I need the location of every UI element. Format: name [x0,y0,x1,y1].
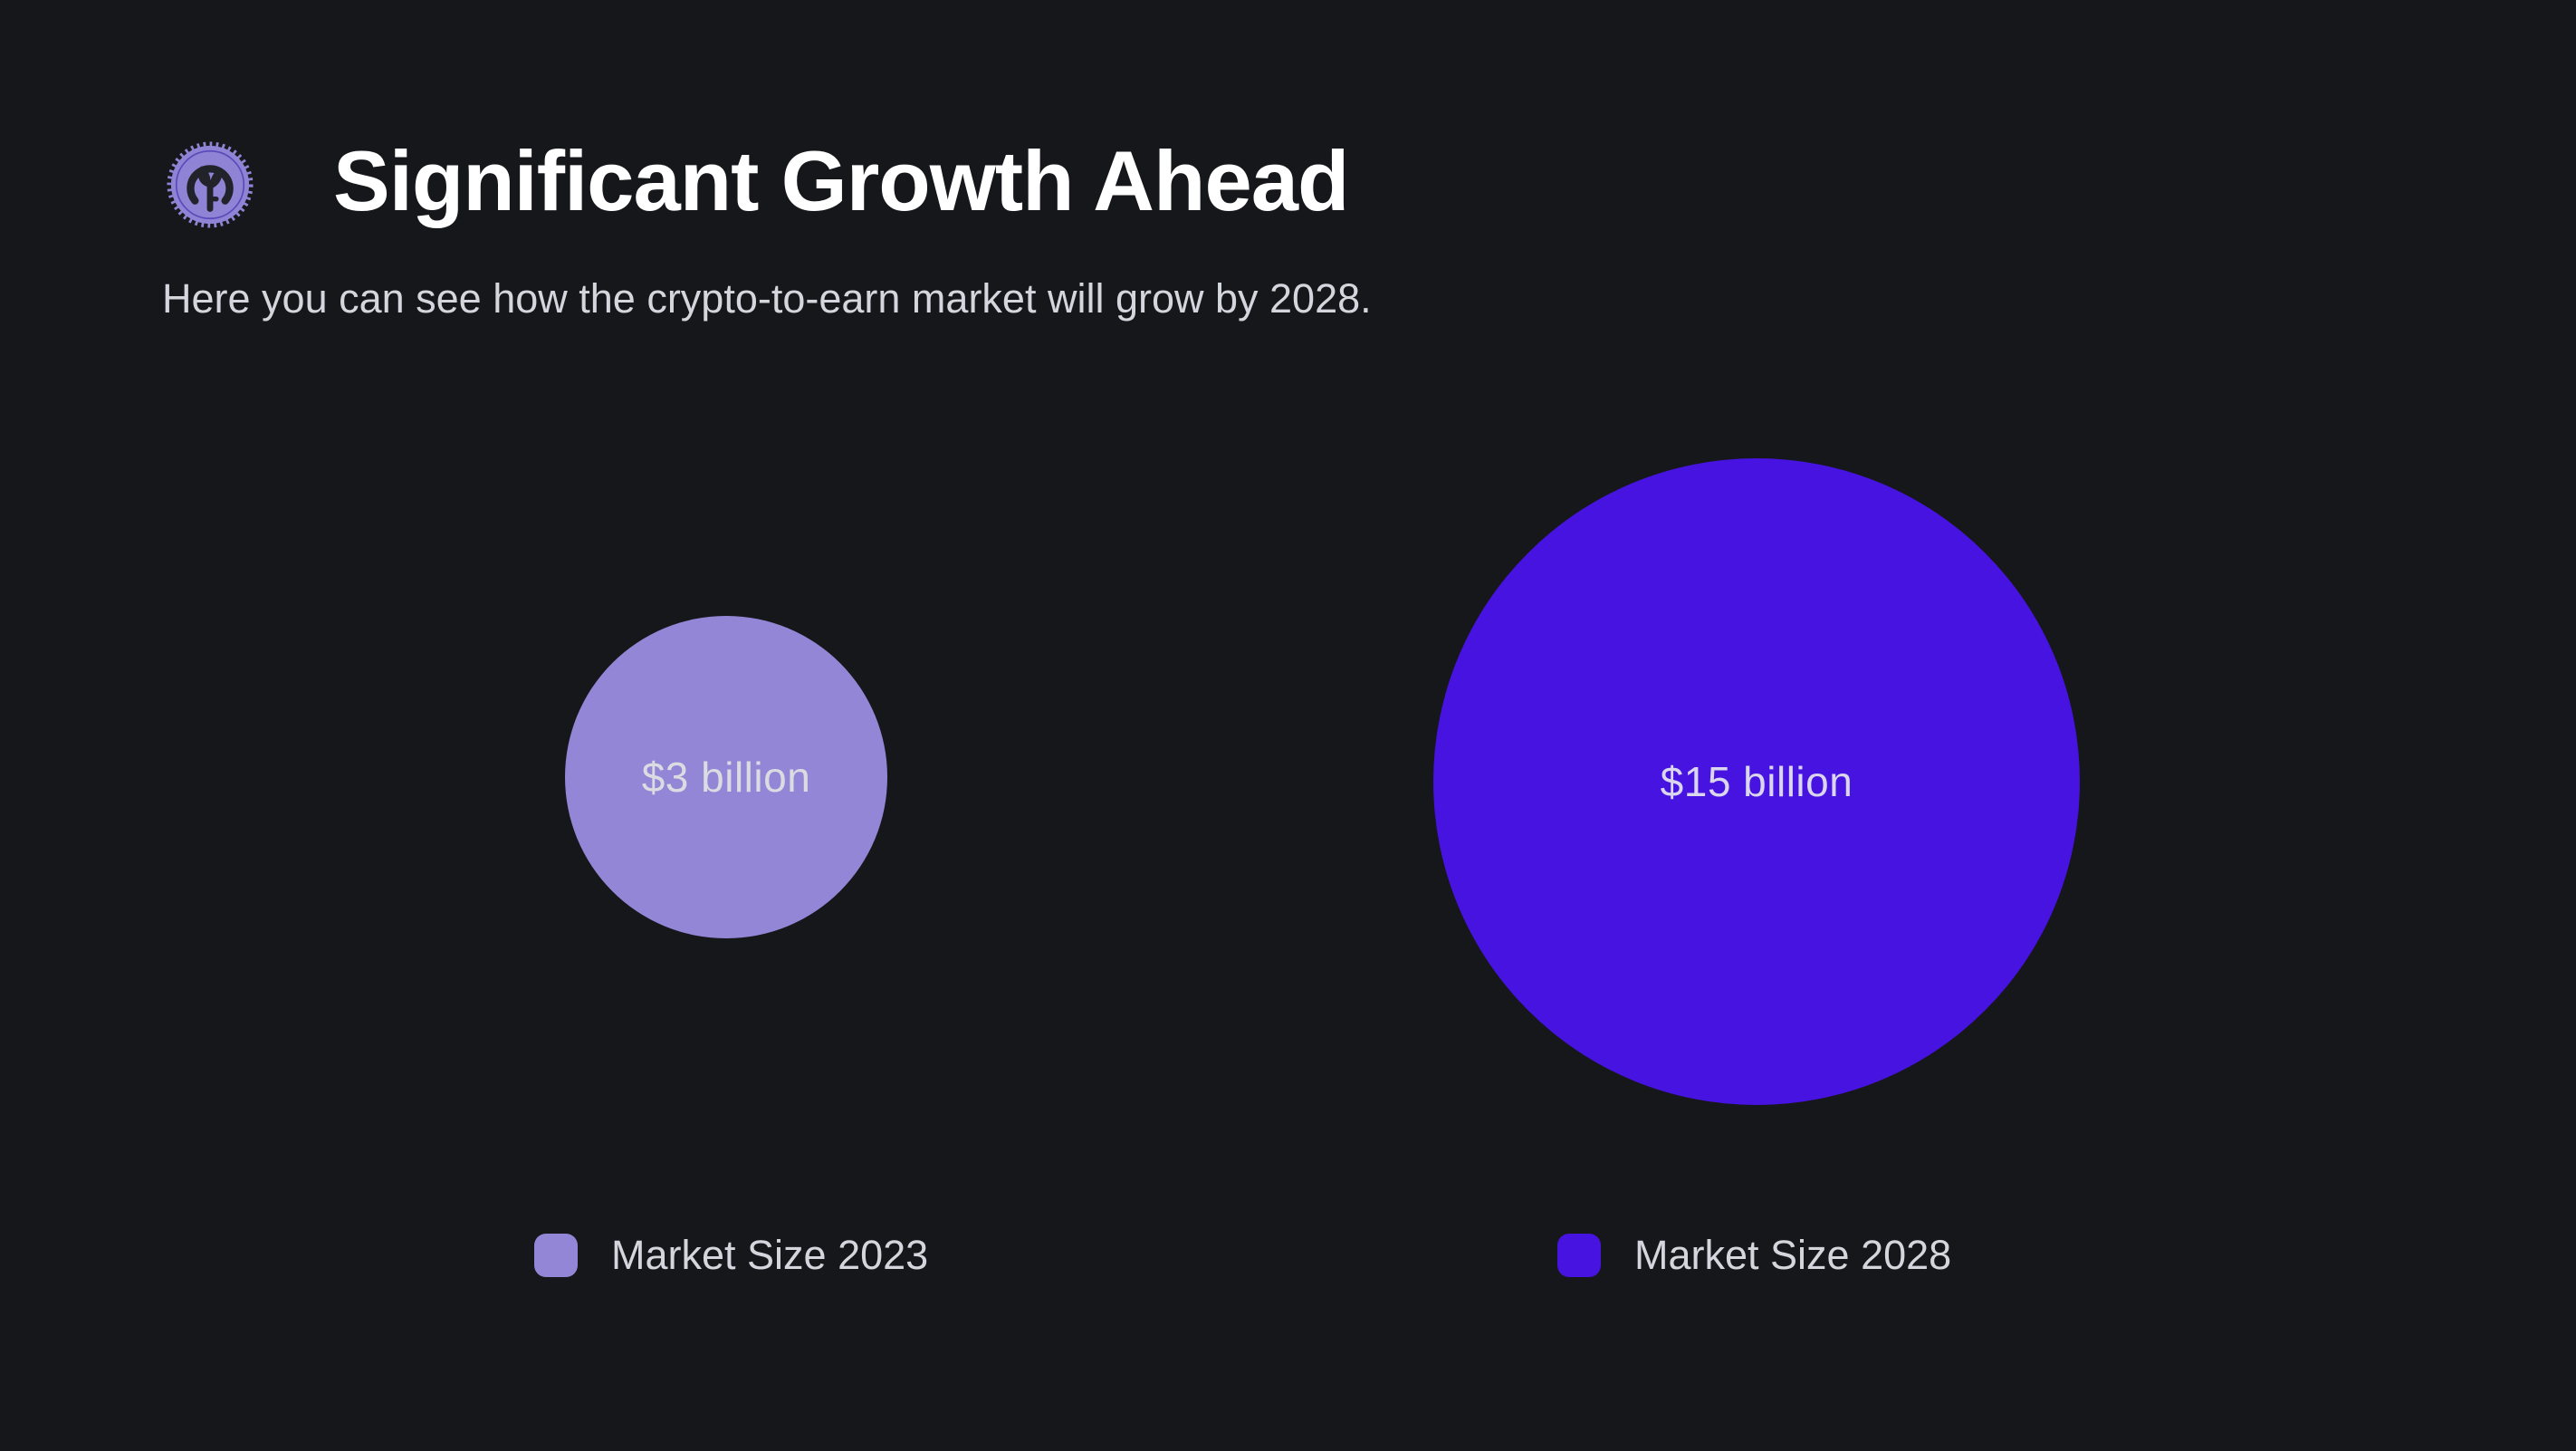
legend-swatch-2028 [1557,1234,1601,1277]
page-title: Significant Growth Ahead [333,133,1349,228]
legend-item-2028: Market Size 2028 [1557,1234,1951,1277]
coin-sprout-logo-icon [166,140,254,229]
bubble-market-2023: $3 billion [565,616,887,938]
legend-label-2028: Market Size 2028 [1634,1232,1952,1278]
bubble-label-2028: $15 billion [1660,758,1853,805]
legend-label-2023: Market Size 2023 [611,1232,929,1278]
legend-item-2023: Market Size 2023 [534,1234,928,1277]
bubble-market-2028: $15 billion [1433,458,2080,1105]
legend-swatch-2023 [534,1234,578,1277]
page-subtitle: Here you can see how the crypto-to-earn … [162,275,1372,322]
bubble-label-2023: $3 billion [641,754,811,801]
